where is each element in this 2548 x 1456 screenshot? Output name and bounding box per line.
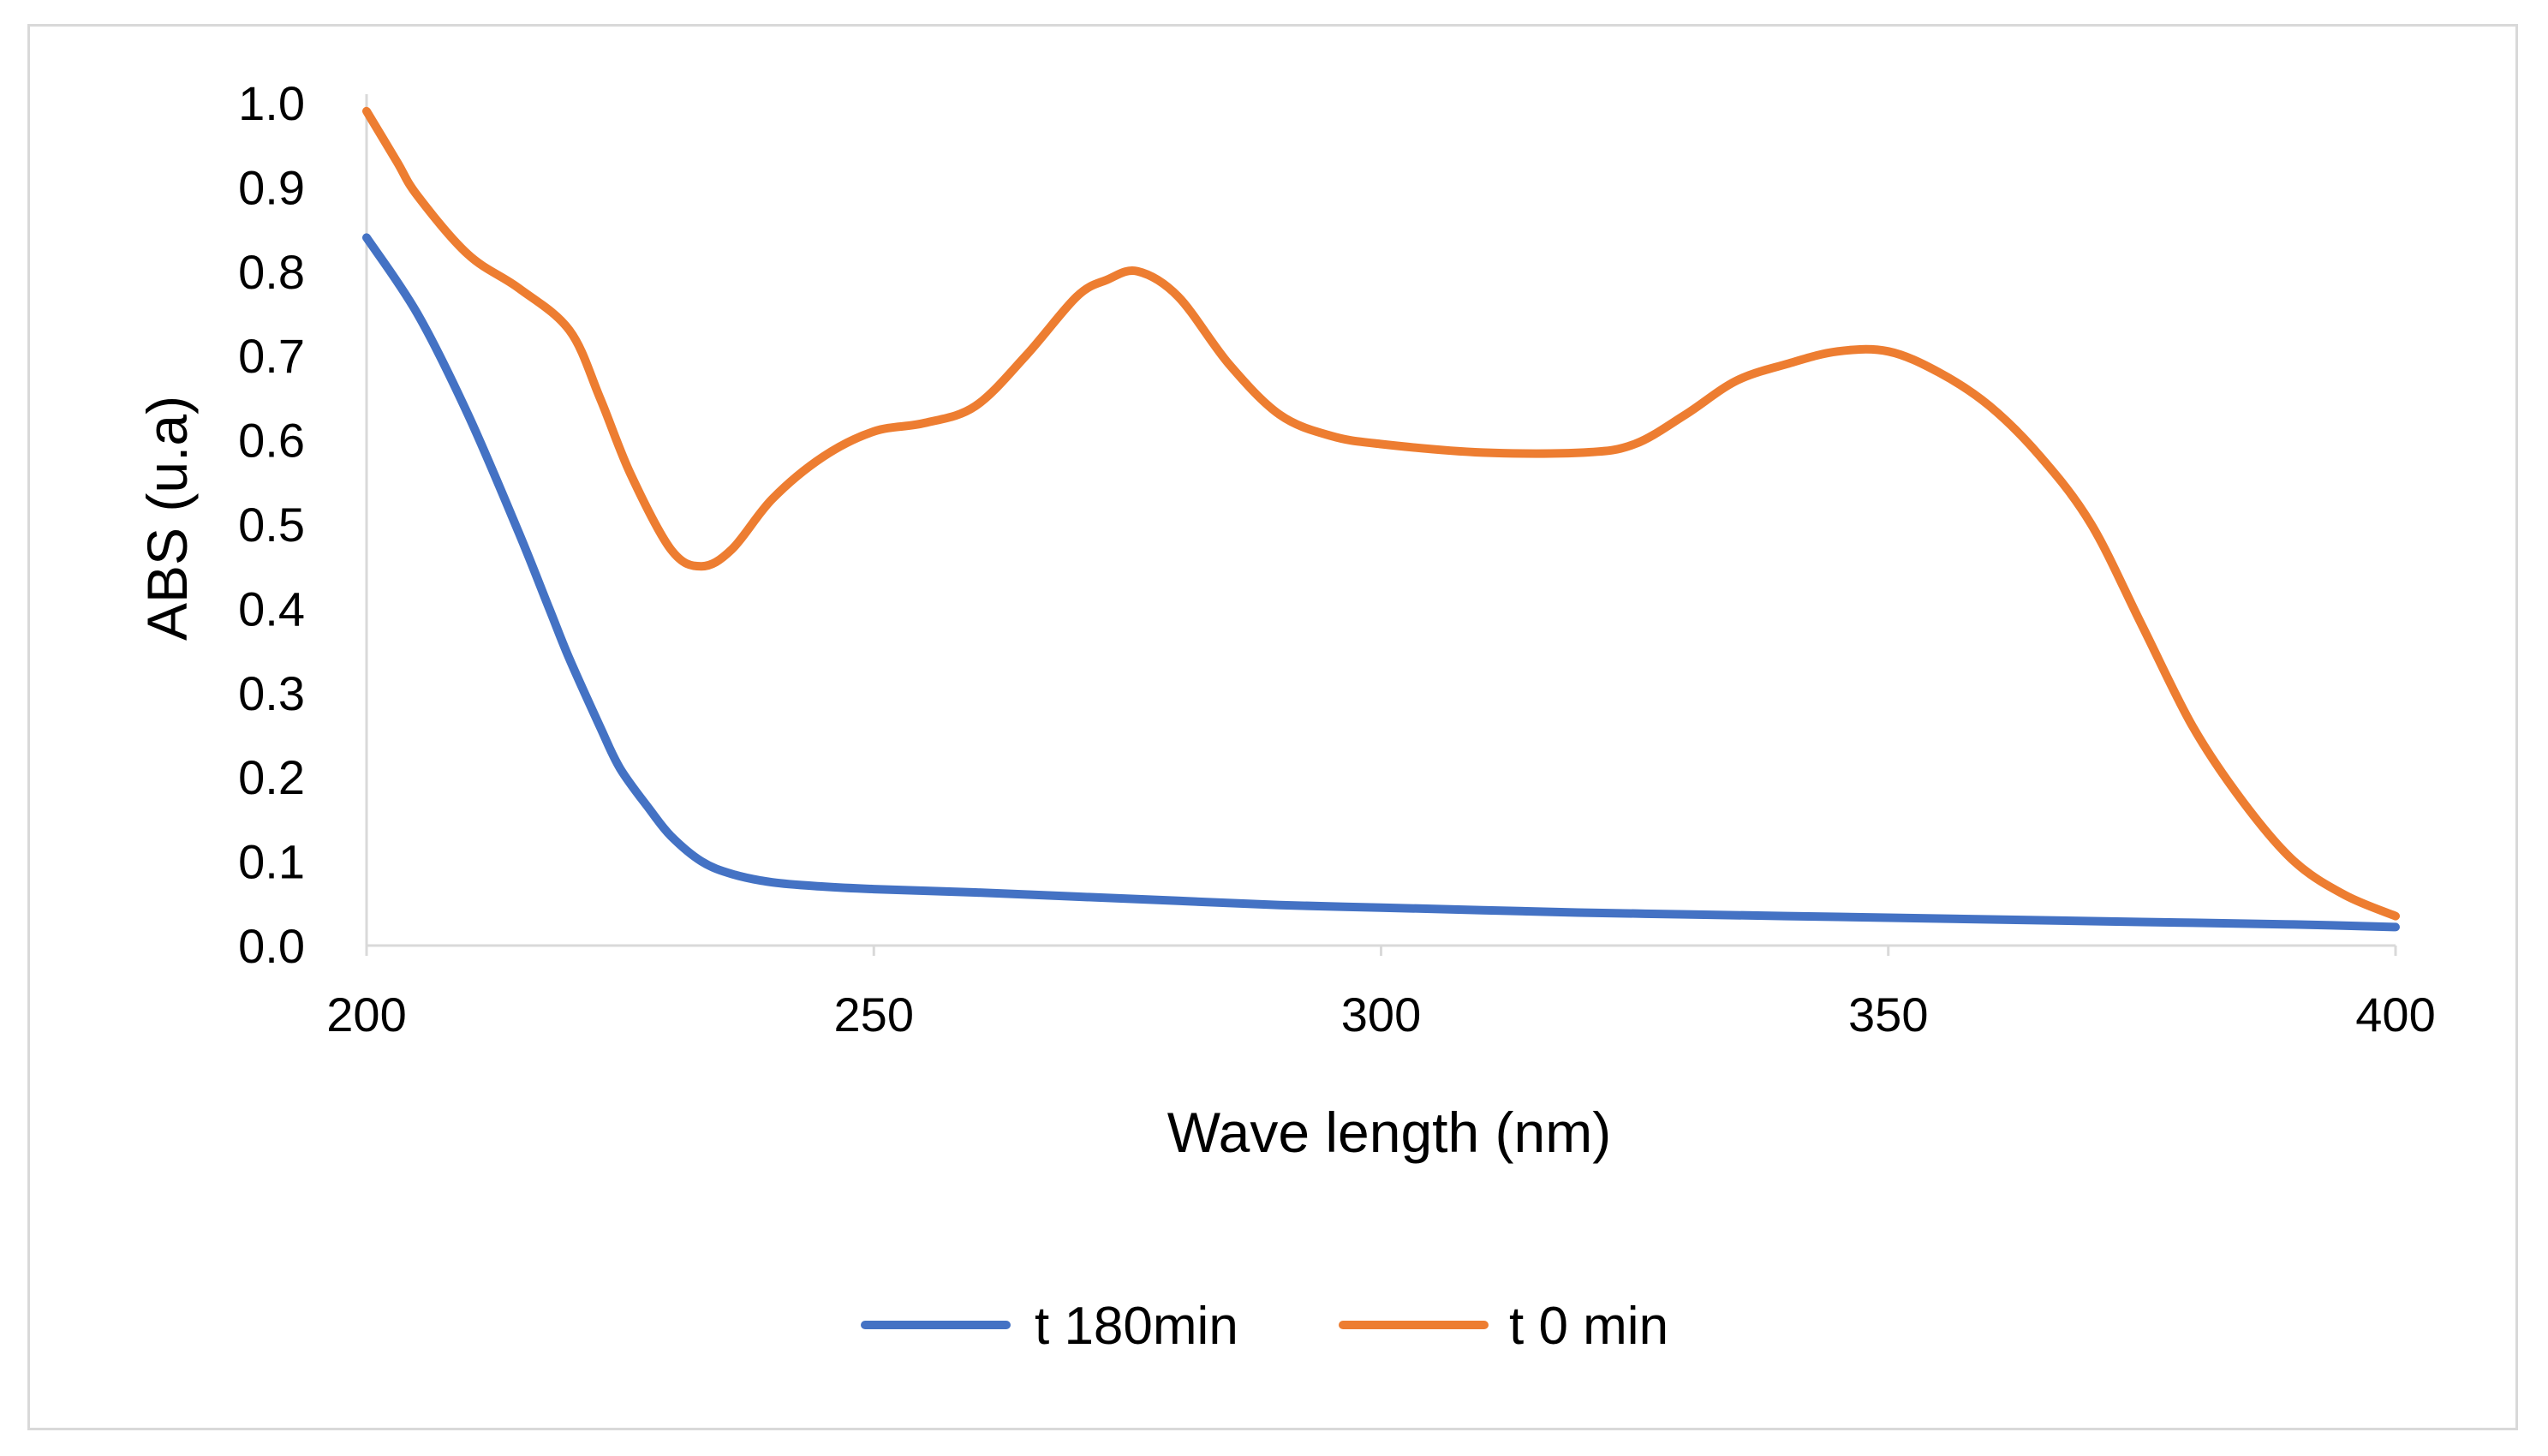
- x-tick-label: 200: [326, 988, 406, 1041]
- y-tick-label: 0.0: [238, 919, 305, 973]
- x-tick-label: 400: [2355, 988, 2435, 1041]
- legend-label-t-180min: t 180min: [1035, 1297, 1238, 1356]
- x-tick-label: 350: [1848, 988, 1928, 1041]
- legend-label-t-0-min: t 0 min: [1509, 1297, 1668, 1356]
- series-layer: [362, 106, 2400, 932]
- x-tick-label: 300: [1341, 988, 1421, 1041]
- y-axis-title: ABS (u.a): [135, 396, 199, 641]
- legend: t 180min t 0 min: [861, 1297, 1668, 1356]
- y-tick-label: 0.8: [238, 245, 305, 299]
- y-tick-label: 0.1: [238, 835, 305, 889]
- x-tick-label: 250: [834, 988, 914, 1041]
- x-axis-title: Wave length (nm): [1167, 1101, 1611, 1164]
- y-tick-label: 0.3: [238, 666, 305, 720]
- chart-frame: [27, 24, 2518, 1430]
- y-tick-label: 0.9: [238, 160, 305, 214]
- y-tick-label: 0.5: [238, 498, 305, 552]
- series-line-t-180min: [362, 233, 2400, 932]
- axes: 0.0 0.1 0.2 0.3 0.4 0.5 0.6 0.7 0.8 0.9 1.0 200 250 3…: [238, 76, 2436, 1041]
- y-tick-label: 0.6: [238, 414, 305, 468]
- y-tick-label: 0.7: [238, 329, 305, 383]
- y-tick-label: 0.2: [238, 750, 305, 804]
- y-tick-label: 0.4: [238, 582, 305, 636]
- series-line-t-0-min: [362, 106, 2400, 921]
- y-tick-label: 1.0: [238, 76, 305, 130]
